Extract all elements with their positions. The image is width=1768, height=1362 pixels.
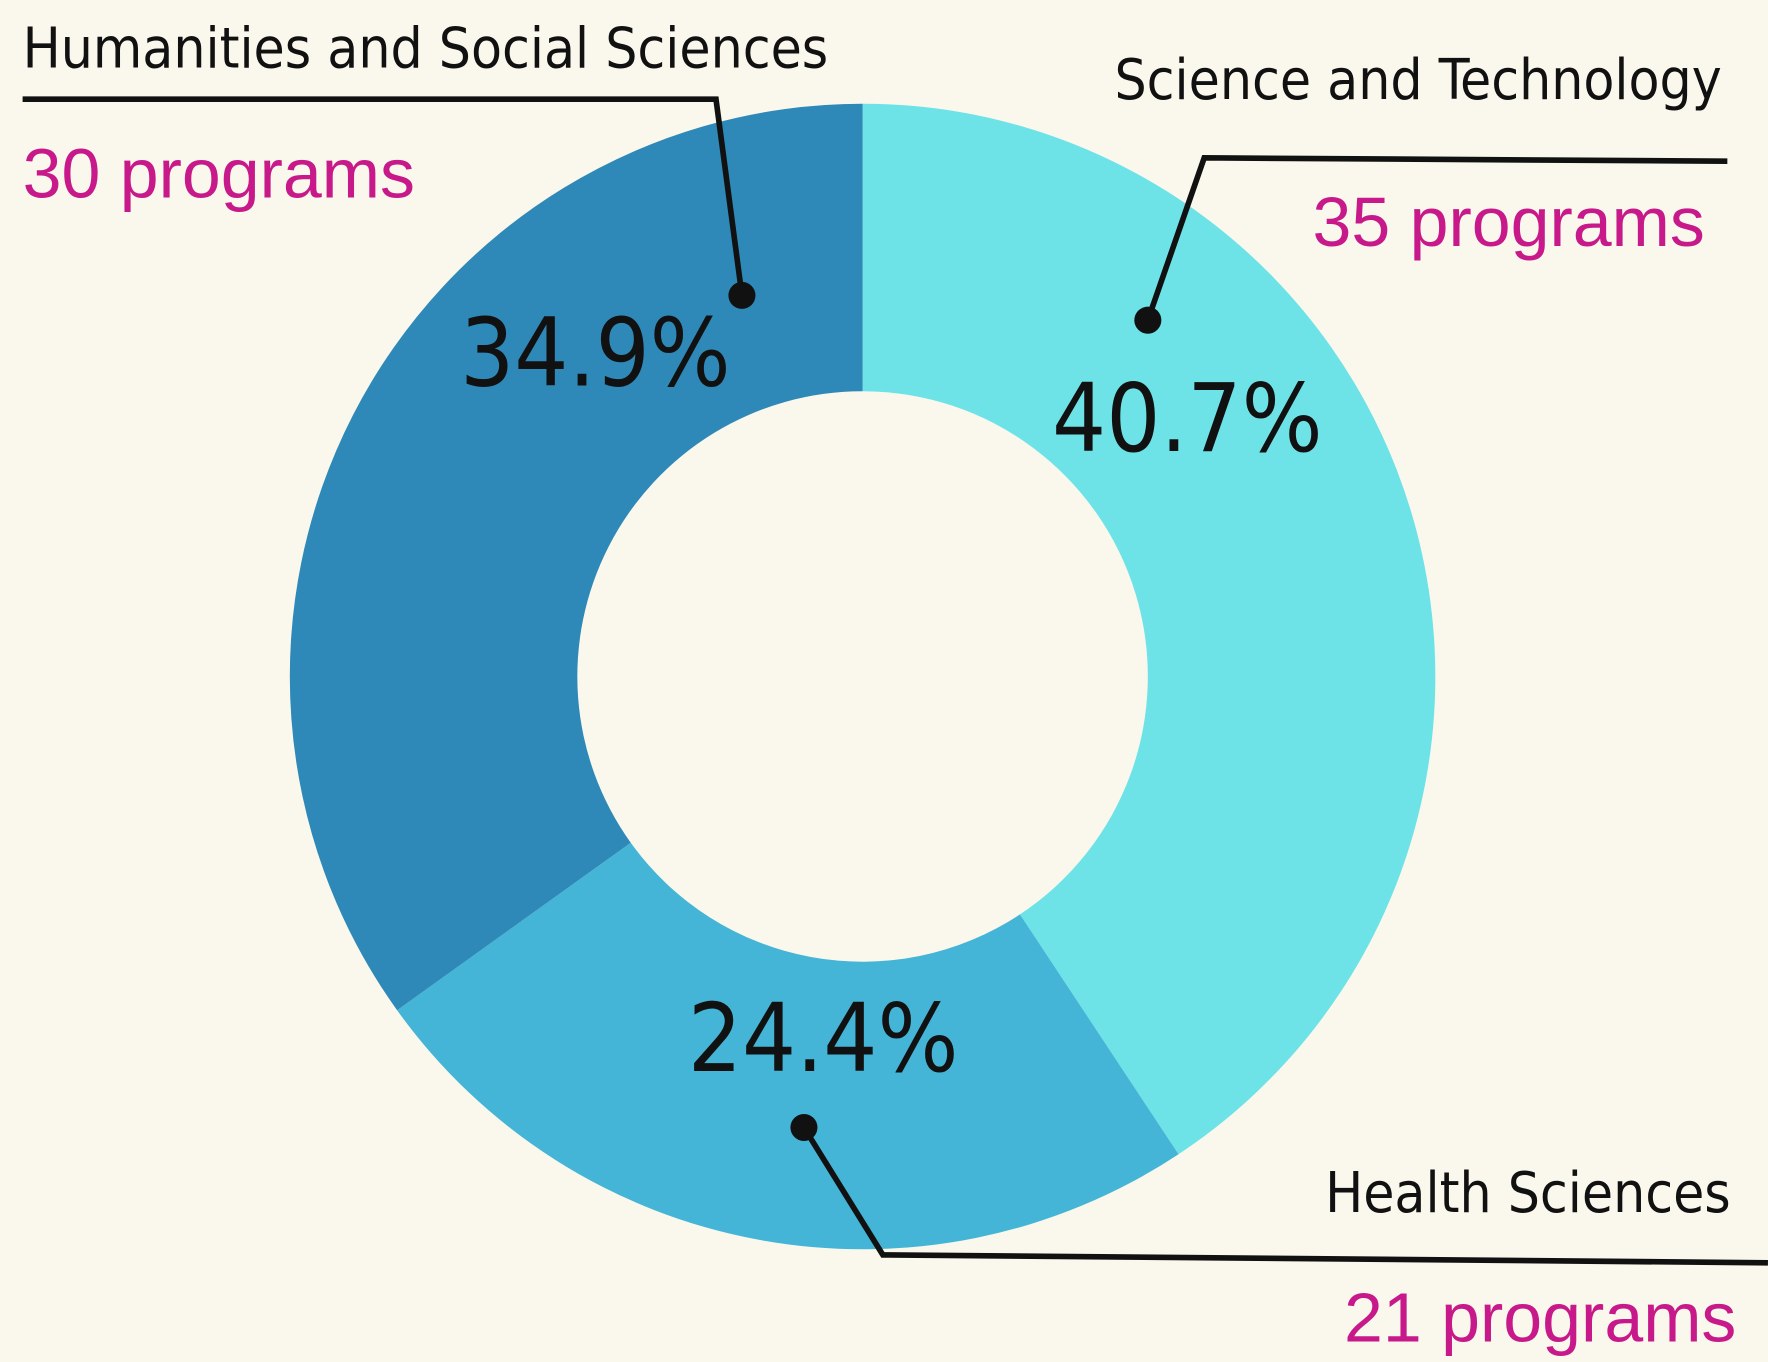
- percent-label: 24.4%: [688, 984, 959, 1094]
- donut-slice: [862, 103, 1436, 1155]
- program-count: 21 programs: [1344, 1279, 1736, 1357]
- leader-line: [1145, 155, 1728, 322]
- leader-dot: [728, 281, 756, 309]
- leader-dot: [1134, 306, 1162, 334]
- category-label: Science and Technology: [1114, 48, 1721, 113]
- leader-dot: [790, 1113, 818, 1142]
- percent-label: 40.7%: [1052, 364, 1323, 474]
- leader-line: [22, 96, 745, 296]
- donut-slice: [289, 103, 863, 1011]
- program-count: 35 programs: [1312, 183, 1704, 261]
- category-label: Humanities and Social Sciences: [23, 17, 829, 82]
- donut: [289, 103, 1436, 1250]
- labels: 40.7% Science and Technology 35 programs 24…: [22, 17, 1768, 1357]
- percent-label: 34.9%: [460, 299, 731, 409]
- leader-line: [801, 1125, 1768, 1266]
- donut-slice: [397, 842, 1179, 1250]
- program-count: 30 programs: [23, 134, 415, 212]
- category-label: Health Sciences: [1325, 1161, 1731, 1226]
